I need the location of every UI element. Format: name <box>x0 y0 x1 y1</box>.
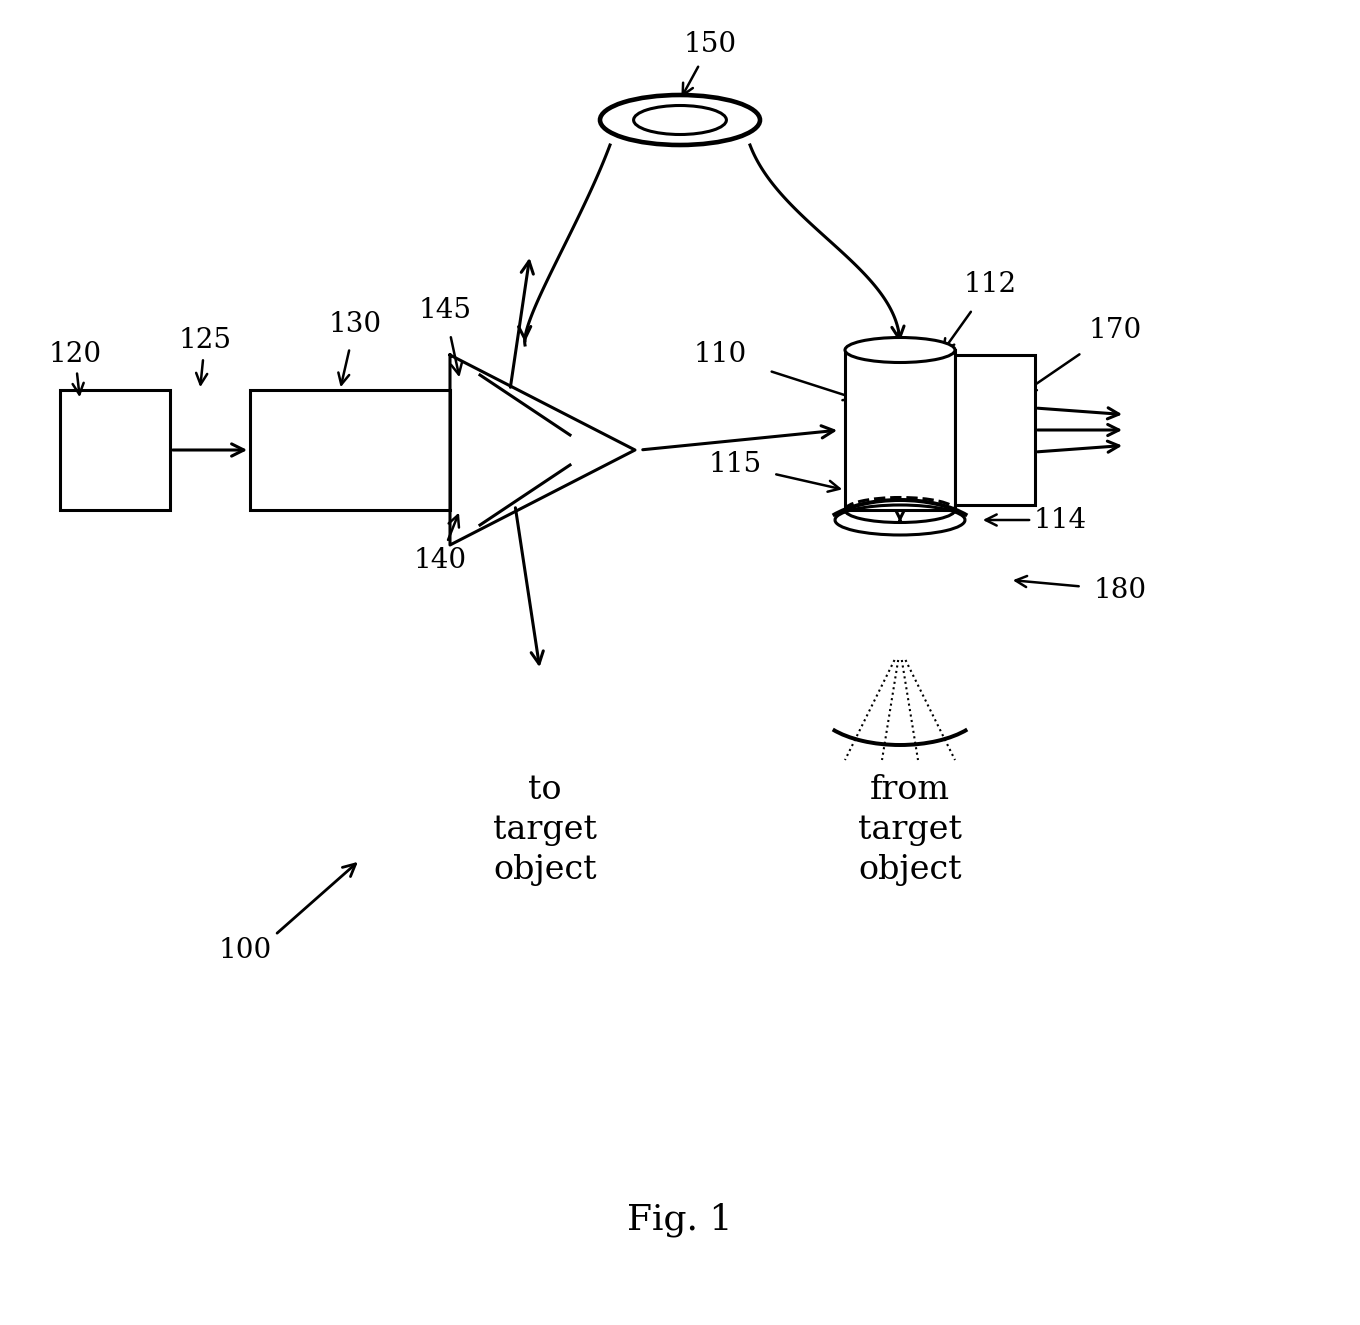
Bar <box>250 390 450 510</box>
Text: 112: 112 <box>963 272 1016 298</box>
Ellipse shape <box>634 106 726 135</box>
Text: object: object <box>494 855 597 886</box>
Text: 170: 170 <box>1088 317 1141 343</box>
Text: object: object <box>858 855 962 886</box>
Text: 114: 114 <box>1034 506 1087 534</box>
Ellipse shape <box>845 338 955 363</box>
Bar <box>845 350 955 510</box>
Text: 180: 180 <box>1093 576 1146 603</box>
Text: 145: 145 <box>419 297 472 323</box>
Text: 125: 125 <box>178 326 231 354</box>
Text: 140: 140 <box>413 546 466 574</box>
Text: 115: 115 <box>709 452 762 478</box>
Text: Fig. 1: Fig. 1 <box>627 1203 733 1238</box>
Ellipse shape <box>600 95 760 144</box>
Text: 150: 150 <box>684 32 737 58</box>
Bar <box>955 355 1035 505</box>
Text: 120: 120 <box>49 342 102 368</box>
Text: 100: 100 <box>219 937 272 963</box>
Text: to: to <box>528 774 562 806</box>
Text: target: target <box>492 814 597 845</box>
Bar <box>60 390 170 510</box>
Text: target: target <box>858 814 962 845</box>
Text: from: from <box>870 774 951 806</box>
Text: 110: 110 <box>694 342 747 368</box>
Text: 130: 130 <box>328 311 382 338</box>
